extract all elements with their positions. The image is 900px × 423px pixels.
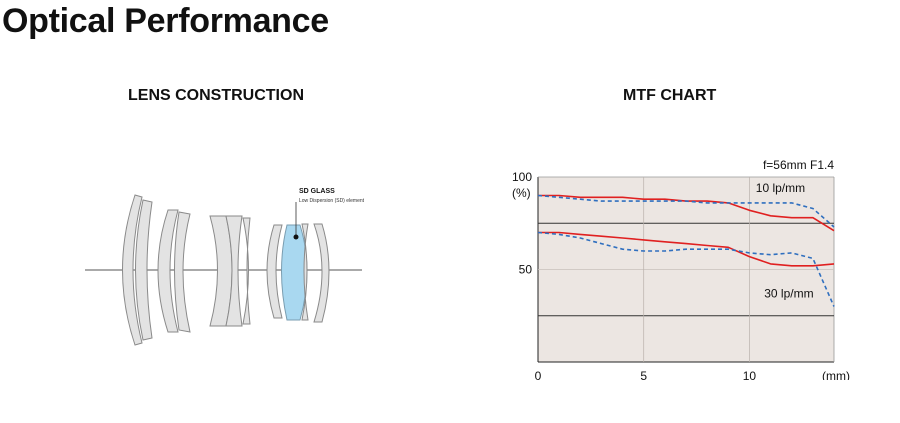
- series-annotation-1: 10 lp/mm: [756, 181, 805, 195]
- sd-glass-description: Low Dispersion (SD) element: [299, 198, 365, 204]
- lens-element-4: [174, 211, 191, 333]
- lens-construction-diagram: SD GLASS Low Dispersion (SD) element: [85, 188, 365, 346]
- x-tick-label: 5: [640, 369, 647, 380]
- lens-element-1: [122, 194, 143, 346]
- series-line-2: [537, 194, 835, 228]
- lens-element-7: [242, 217, 251, 325]
- lens-element-10: [301, 223, 309, 321]
- lens-element-3: [157, 209, 179, 333]
- chart-title: f=56mm F1.4: [763, 158, 834, 172]
- lens-element-2: [135, 199, 153, 341]
- y-tick-label: 50: [519, 263, 533, 277]
- series-line-4: [537, 231, 835, 307]
- x-tick-label: 10: [743, 369, 757, 380]
- x-axis-label: (mm): [822, 369, 850, 380]
- sd-glass-marker: [293, 234, 299, 240]
- lens-element-6: [225, 215, 243, 327]
- sd-glass-element: [281, 224, 308, 321]
- series-line-3: [538, 231, 835, 267]
- lens-element-11: [313, 223, 330, 323]
- lens-construction-heading: LENS CONSTRUCTION: [128, 87, 304, 104]
- page-title: Optical Performance: [2, 2, 329, 40]
- mtf-chart-heading: MTF CHART: [623, 87, 717, 104]
- sd-glass-label: SD GLASS: [299, 188, 335, 195]
- y-axis-label: (%): [512, 186, 531, 200]
- x-tick-label: 0: [535, 369, 542, 380]
- lens-element-8: [266, 224, 283, 319]
- series-annotation-2: 30 lp/mm: [764, 286, 813, 300]
- mtf-chart: 0 5 10 100 50 f=56mm F1.4 (%) (mm) 10 lp/mm 3…: [512, 158, 850, 380]
- y-tick-label: 100: [512, 170, 532, 184]
